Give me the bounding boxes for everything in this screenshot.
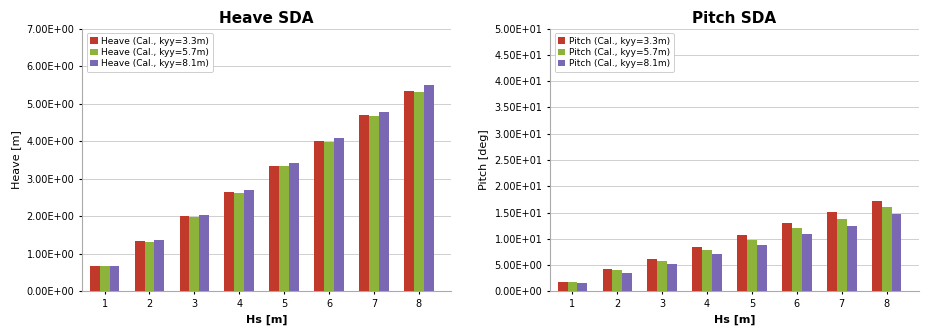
Bar	[712, 254, 722, 291]
Bar	[334, 137, 344, 291]
Bar	[567, 283, 578, 291]
Bar	[558, 282, 567, 291]
X-axis label: Hs [m]: Hs [m]	[246, 314, 287, 325]
Bar	[190, 217, 199, 291]
Bar	[359, 115, 369, 291]
X-axis label: Hs [m]: Hs [m]	[713, 314, 755, 325]
Bar	[179, 216, 190, 291]
Bar	[827, 212, 837, 291]
Bar	[647, 259, 658, 291]
Bar	[110, 265, 119, 291]
Bar	[837, 219, 846, 291]
Title: Heave SDA: Heave SDA	[219, 11, 313, 26]
Bar	[154, 240, 165, 291]
Bar	[144, 242, 154, 291]
Bar	[270, 166, 279, 291]
Bar	[424, 85, 433, 291]
Bar	[702, 250, 712, 291]
Title: Pitch SDA: Pitch SDA	[693, 11, 777, 26]
Bar	[199, 215, 209, 291]
Bar	[324, 142, 334, 291]
Bar	[692, 247, 702, 291]
Bar	[757, 245, 766, 291]
Bar	[135, 241, 144, 291]
Bar	[603, 269, 612, 291]
Bar	[578, 283, 587, 291]
Bar	[892, 214, 901, 291]
Bar	[289, 163, 299, 291]
Bar	[791, 228, 802, 291]
Bar	[882, 207, 892, 291]
Bar	[245, 190, 254, 291]
Bar	[379, 112, 389, 291]
Bar	[234, 193, 245, 291]
Y-axis label: Heave [m]: Heave [m]	[11, 131, 21, 190]
Legend: Pitch (Cal., kyy=3.3m), Pitch (Cal., kyy=5.7m), Pitch (Cal., kyy=8.1m): Pitch (Cal., kyy=3.3m), Pitch (Cal., kyy…	[554, 33, 673, 72]
Bar	[622, 272, 632, 291]
Bar	[747, 240, 757, 291]
Bar	[612, 270, 622, 291]
Bar	[871, 201, 882, 291]
Y-axis label: Pitch [deg]: Pitch [deg]	[479, 130, 489, 191]
Bar	[404, 91, 414, 291]
Bar	[846, 226, 857, 291]
Bar	[658, 261, 667, 291]
Legend: Heave (Cal., kyy=3.3m), Heave (Cal., kyy=5.7m), Heave (Cal., kyy=8.1m): Heave (Cal., kyy=3.3m), Heave (Cal., kyy…	[86, 33, 213, 72]
Bar	[802, 234, 812, 291]
Bar	[414, 92, 424, 291]
Bar	[279, 166, 289, 291]
Bar	[224, 192, 234, 291]
Bar	[314, 141, 324, 291]
Bar	[737, 235, 747, 291]
Bar	[90, 266, 100, 291]
Bar	[369, 116, 379, 291]
Bar	[667, 263, 677, 291]
Bar	[782, 223, 791, 291]
Bar	[100, 266, 110, 291]
